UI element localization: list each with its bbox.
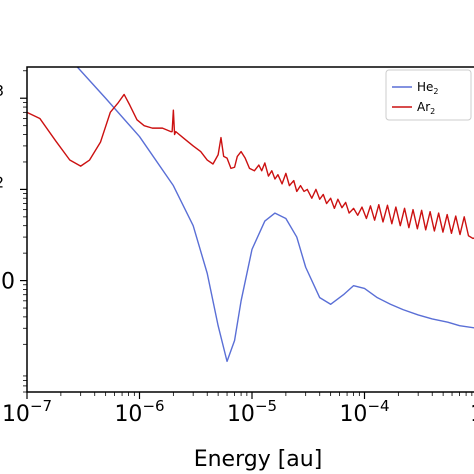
x-axis-title: Energy [au] — [194, 447, 323, 472]
series-line-he2 — [76, 67, 474, 363]
legend-label: Ar2 — [417, 100, 435, 116]
y-tick-label: 03 — [0, 82, 4, 112]
x-tick-label: 1 — [470, 402, 474, 427]
ticks-layer: 10−7 10−6 10−5 10−4 1 03 02 0 — [0, 70, 474, 427]
x-tick-label: 10−4 — [339, 397, 389, 427]
x-tick-label: 10−7 — [2, 397, 52, 427]
x-tick-label: 10−5 — [227, 397, 277, 427]
y-tick-label: 02 — [0, 173, 4, 203]
series-line-ar2 — [27, 93, 474, 240]
x-tick-label: 10−6 — [114, 397, 164, 427]
legend-label: He2 — [417, 80, 439, 96]
y-tick-label: 0 — [1, 270, 15, 295]
series-layer — [27, 67, 474, 363]
